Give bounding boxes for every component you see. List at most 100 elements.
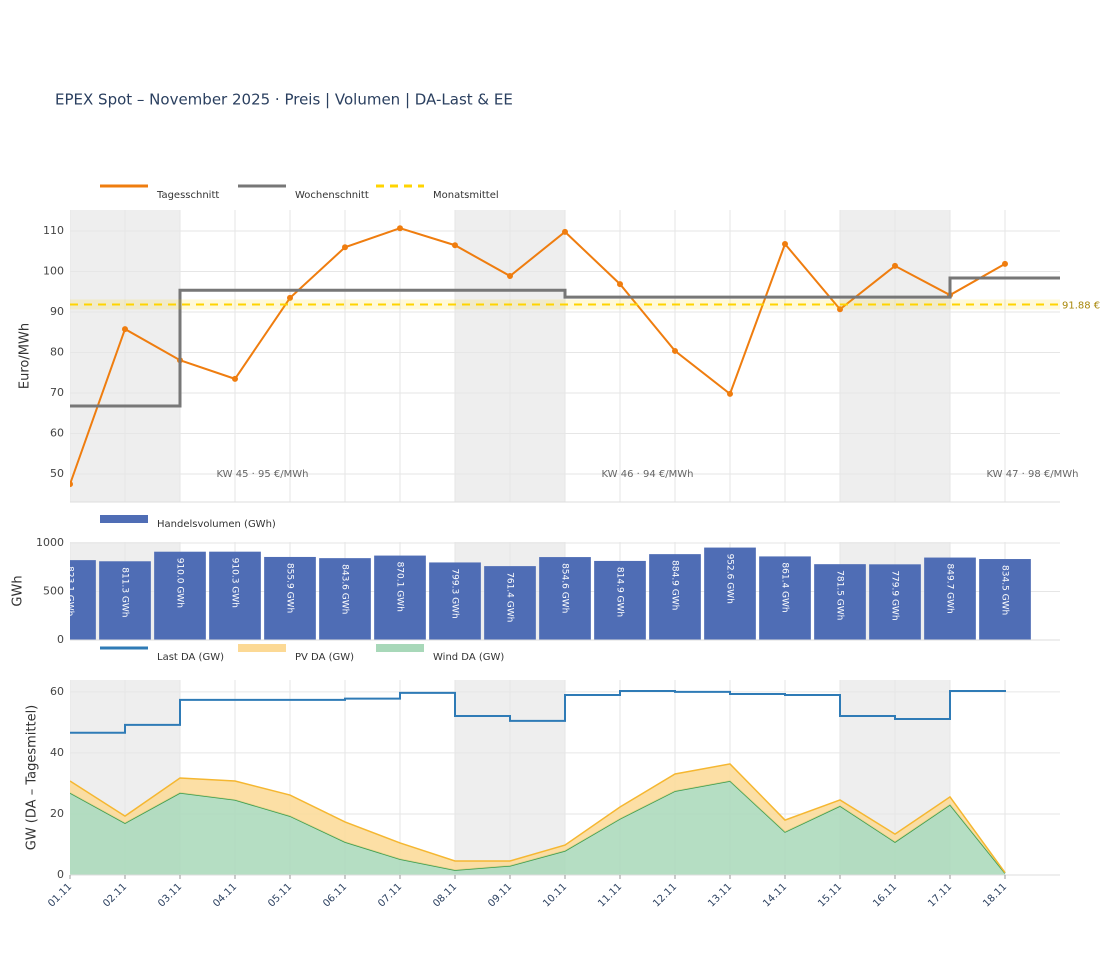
x-tick-label: 13.11 bbox=[706, 881, 734, 909]
day-point bbox=[1002, 260, 1008, 267]
legend-label: Tagesschnitt bbox=[156, 190, 219, 201]
x-tick-label: 17.11 bbox=[926, 881, 954, 909]
day-point bbox=[562, 228, 568, 235]
panel: 823.1 GWh 811.3 GWh 910.0 GWh 910.3 GWh 855.… bbox=[65, 542, 1060, 640]
x-tick-label: 02.11 bbox=[101, 881, 129, 909]
day-point bbox=[507, 273, 513, 280]
bar-label: 779.9 GWh bbox=[890, 570, 900, 620]
bar-label: 884.9 GWh bbox=[670, 560, 680, 610]
x-tick-label: 06.11 bbox=[321, 881, 349, 909]
bar bbox=[594, 560, 646, 640]
bar bbox=[924, 557, 976, 640]
day-point bbox=[617, 281, 623, 288]
day-point bbox=[342, 244, 348, 251]
day-point bbox=[232, 375, 238, 382]
legend-label: Handelsvolumen (GWh) bbox=[157, 519, 276, 530]
panel bbox=[70, 210, 1060, 502]
bar-label: 811.3 GWh bbox=[120, 567, 130, 617]
y-axis-label: GWh bbox=[11, 575, 26, 606]
day-point bbox=[397, 225, 403, 232]
stack-edge bbox=[70, 763, 1006, 873]
bar bbox=[99, 561, 151, 640]
y-tick-label: 70 bbox=[50, 386, 64, 399]
bar-label: 910.0 GWh bbox=[175, 558, 185, 608]
y-tick-label: 40 bbox=[50, 746, 64, 759]
week-annotation: KW 46 · 94 €/MWh bbox=[601, 469, 693, 480]
day-point bbox=[672, 347, 678, 354]
y-tick-label: 0 bbox=[57, 633, 64, 646]
bar-label: 849.7 GWh bbox=[945, 564, 955, 614]
x-tick-label: 12.11 bbox=[651, 881, 679, 909]
x-tick-label: 15.11 bbox=[816, 881, 844, 909]
bar bbox=[319, 558, 371, 640]
bar bbox=[814, 564, 866, 640]
bar bbox=[154, 551, 206, 640]
bar bbox=[209, 551, 261, 640]
bar bbox=[759, 556, 811, 640]
y-tick-label: 100 bbox=[43, 265, 64, 278]
bar bbox=[649, 554, 701, 640]
x-tick-label: 05.11 bbox=[266, 881, 294, 909]
bar bbox=[70, 560, 96, 640]
x-tick-label: 18.11 bbox=[981, 881, 1009, 909]
bar bbox=[374, 555, 426, 640]
x-tick-label: 11.11 bbox=[596, 881, 624, 909]
y-tick-label: 90 bbox=[50, 305, 64, 318]
x-tick-label: 03.11 bbox=[156, 881, 184, 909]
week-annotation: KW 45 · 95 €/MWh bbox=[216, 469, 308, 480]
x-tick-label: 16.11 bbox=[871, 881, 899, 909]
bar-label: 834.5 GWh bbox=[1000, 565, 1010, 615]
bar-label: 823.1 GWh bbox=[65, 566, 75, 616]
legend-swatch bbox=[100, 515, 148, 523]
y-tick-label: 50 bbox=[50, 467, 64, 480]
bar bbox=[484, 566, 536, 640]
bar-label: 861.4 GWh bbox=[780, 562, 790, 612]
bar-label: 781.5 GWh bbox=[835, 570, 845, 620]
x-tick-label: 09.11 bbox=[486, 881, 514, 909]
y-axis-label: Euro/MWh bbox=[18, 323, 33, 389]
x-tick-label: 01.11 bbox=[46, 881, 74, 909]
day-point bbox=[727, 390, 733, 397]
day-point bbox=[287, 294, 293, 301]
x-tick-label: 10.11 bbox=[541, 881, 569, 909]
x-tick-label: 04.11 bbox=[211, 881, 239, 909]
load-step bbox=[70, 689, 1006, 734]
week-annotation: KW 47 · 98 €/MWh bbox=[986, 469, 1078, 480]
bar-label: 814.9 GWh bbox=[615, 567, 625, 617]
day-point bbox=[892, 262, 898, 269]
day-point bbox=[837, 306, 843, 313]
day-point bbox=[122, 326, 128, 333]
legend-label: Wind DA (GW) bbox=[433, 652, 504, 663]
title: EPEX Spot – November 2025 · Preis | Volu… bbox=[55, 91, 513, 109]
bar-label: 870.1 GWh bbox=[395, 562, 405, 612]
mean-label: 91.88 € bbox=[1062, 300, 1100, 311]
y-axis-label: GW (DA – Tagesmittel) bbox=[25, 705, 40, 851]
day-point bbox=[782, 241, 788, 248]
bar-label: 952.6 GWh bbox=[725, 554, 735, 604]
x-tick-label: 08.11 bbox=[431, 881, 459, 909]
y-tick-label: 500 bbox=[43, 584, 64, 597]
week-step bbox=[70, 276, 1060, 408]
day-line bbox=[70, 227, 1006, 485]
y-tick-label: 60 bbox=[50, 427, 64, 440]
bar bbox=[264, 556, 316, 640]
y-tick-label: 0 bbox=[57, 868, 64, 881]
bar bbox=[869, 564, 921, 640]
bar bbox=[429, 562, 481, 640]
legend-label: PV DA (GW) bbox=[295, 652, 354, 663]
day-point bbox=[452, 242, 458, 249]
legend-label: Last DA (GW) bbox=[157, 652, 224, 663]
bar bbox=[979, 559, 1031, 640]
y-tick-label: 110 bbox=[43, 224, 64, 237]
day-point bbox=[70, 481, 73, 488]
y-tick-label: 1000 bbox=[36, 536, 64, 549]
bar bbox=[704, 547, 756, 640]
x-tick-label: 14.11 bbox=[761, 881, 789, 909]
y-tick-label: 20 bbox=[50, 807, 64, 820]
bar bbox=[539, 557, 591, 640]
bar-label: 761.4 GWh bbox=[505, 572, 515, 622]
y-tick-label: 60 bbox=[50, 685, 64, 698]
legend-label: Wochenschnitt bbox=[295, 190, 369, 201]
x-tick-label: 07.11 bbox=[376, 881, 404, 909]
